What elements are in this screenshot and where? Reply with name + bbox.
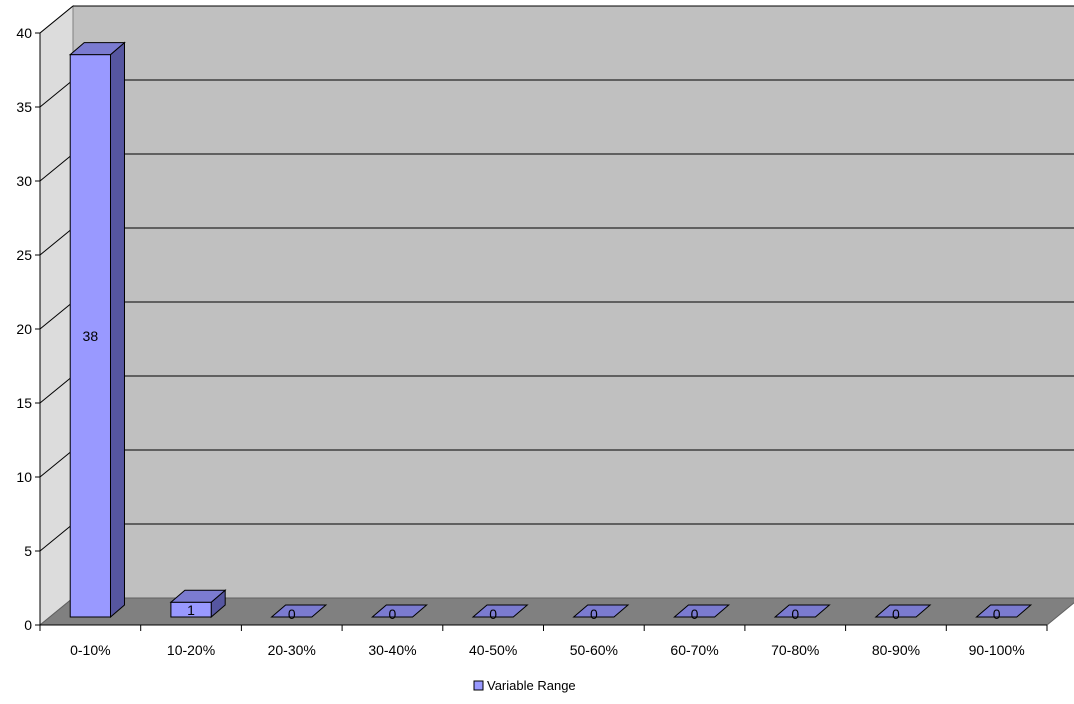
bar [270,604,328,618]
x-tick-label: 50-60% [570,642,618,658]
bar [673,604,731,618]
x-tick-label: 40-50% [469,642,517,658]
y-tick-label: 10 [16,469,32,485]
bar-top [773,604,831,618]
data-label: 0 [791,606,799,622]
data-label: 0 [489,606,497,622]
y-tick-label: 35 [16,99,32,115]
y-tick-label: 20 [16,321,32,337]
gridline-side [39,227,74,256]
bar-top [169,589,227,603]
data-label: 38 [83,328,99,344]
bar-top [270,604,328,618]
data-label: 0 [590,606,598,622]
bar [68,41,126,619]
bar-top [874,604,932,618]
gridline-side [39,375,74,404]
bar-top [572,604,630,618]
y-tick-label: 25 [16,247,32,263]
data-label: 1 [187,602,195,618]
bar [471,604,529,618]
x-tick-label: 0-10% [70,642,110,658]
data-label: 0 [993,606,1001,622]
bar [169,589,227,619]
x-tick-label: 20-30% [268,642,316,658]
gridline-side [39,449,74,478]
bar-top [370,604,428,618]
gridline-side [39,79,74,108]
y-tick-label: 0 [24,617,32,633]
legend-swatch [473,680,484,691]
bar-side [109,41,125,619]
y-tick-label: 5 [24,543,32,559]
bar-top [471,604,529,618]
gridline-side [39,153,74,182]
bar-front [69,54,111,618]
x-tick-label: 10-20% [167,642,215,658]
bar [572,604,630,618]
gridline-side [39,5,74,34]
legend-label: Variable Range [487,678,576,693]
x-tick-label: 80-90% [872,642,920,658]
bar [975,604,1033,618]
bar [773,604,831,618]
data-label: 0 [892,606,900,622]
x-tick-label: 70-80% [771,642,819,658]
gridline-side [39,523,74,552]
data-label: 0 [288,606,296,622]
y-tick-label: 40 [16,25,32,41]
legend: Variable Range [473,678,576,693]
gridline-side [39,301,74,330]
data-label: 0 [691,606,699,622]
bar-top [68,42,126,56]
bar-top [975,604,1033,618]
x-tick-label: 60-70% [670,642,718,658]
bar-top [673,604,731,618]
y-tick-label: 30 [16,173,32,189]
x-tick-label: 90-100% [969,642,1025,658]
data-label: 0 [389,606,397,622]
x-tick-label: 30-40% [368,642,416,658]
y-tick-label: 15 [16,395,32,411]
bar [370,604,428,618]
bar [874,604,932,618]
